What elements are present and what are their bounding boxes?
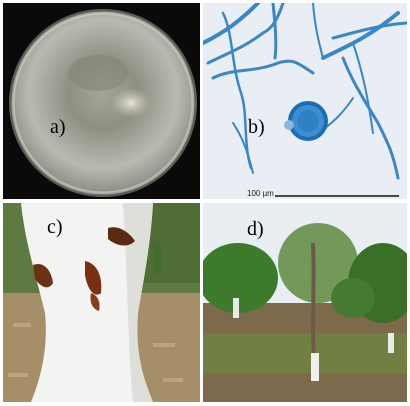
scale-bar-label: 100 µm: [247, 189, 274, 198]
panel-d-label: d): [247, 218, 264, 240]
spore: [284, 101, 328, 141]
inoculum-patch: [111, 88, 151, 118]
panel-b-label: b): [248, 116, 265, 138]
panel-a-label: a): [50, 116, 66, 138]
white-trunk: [21, 203, 153, 402]
orchard-trees: [203, 223, 407, 381]
fungal-colony: [13, 13, 193, 193]
panel-b-microscopy: 100 µm b): [203, 3, 407, 199]
panel-c-trunk: c): [3, 203, 200, 402]
microscopy-photo: [203, 3, 407, 199]
panel-d-orchard: d): [203, 203, 407, 402]
orchard-photo: [203, 203, 407, 402]
trunk-photo: [3, 203, 200, 402]
petri-dish-photo: [3, 3, 200, 199]
panel-c-label: c): [47, 216, 63, 238]
lesion: [33, 227, 135, 311]
panel-a-petri-dish: a): [3, 3, 200, 199]
hyphae: [203, 3, 407, 180]
